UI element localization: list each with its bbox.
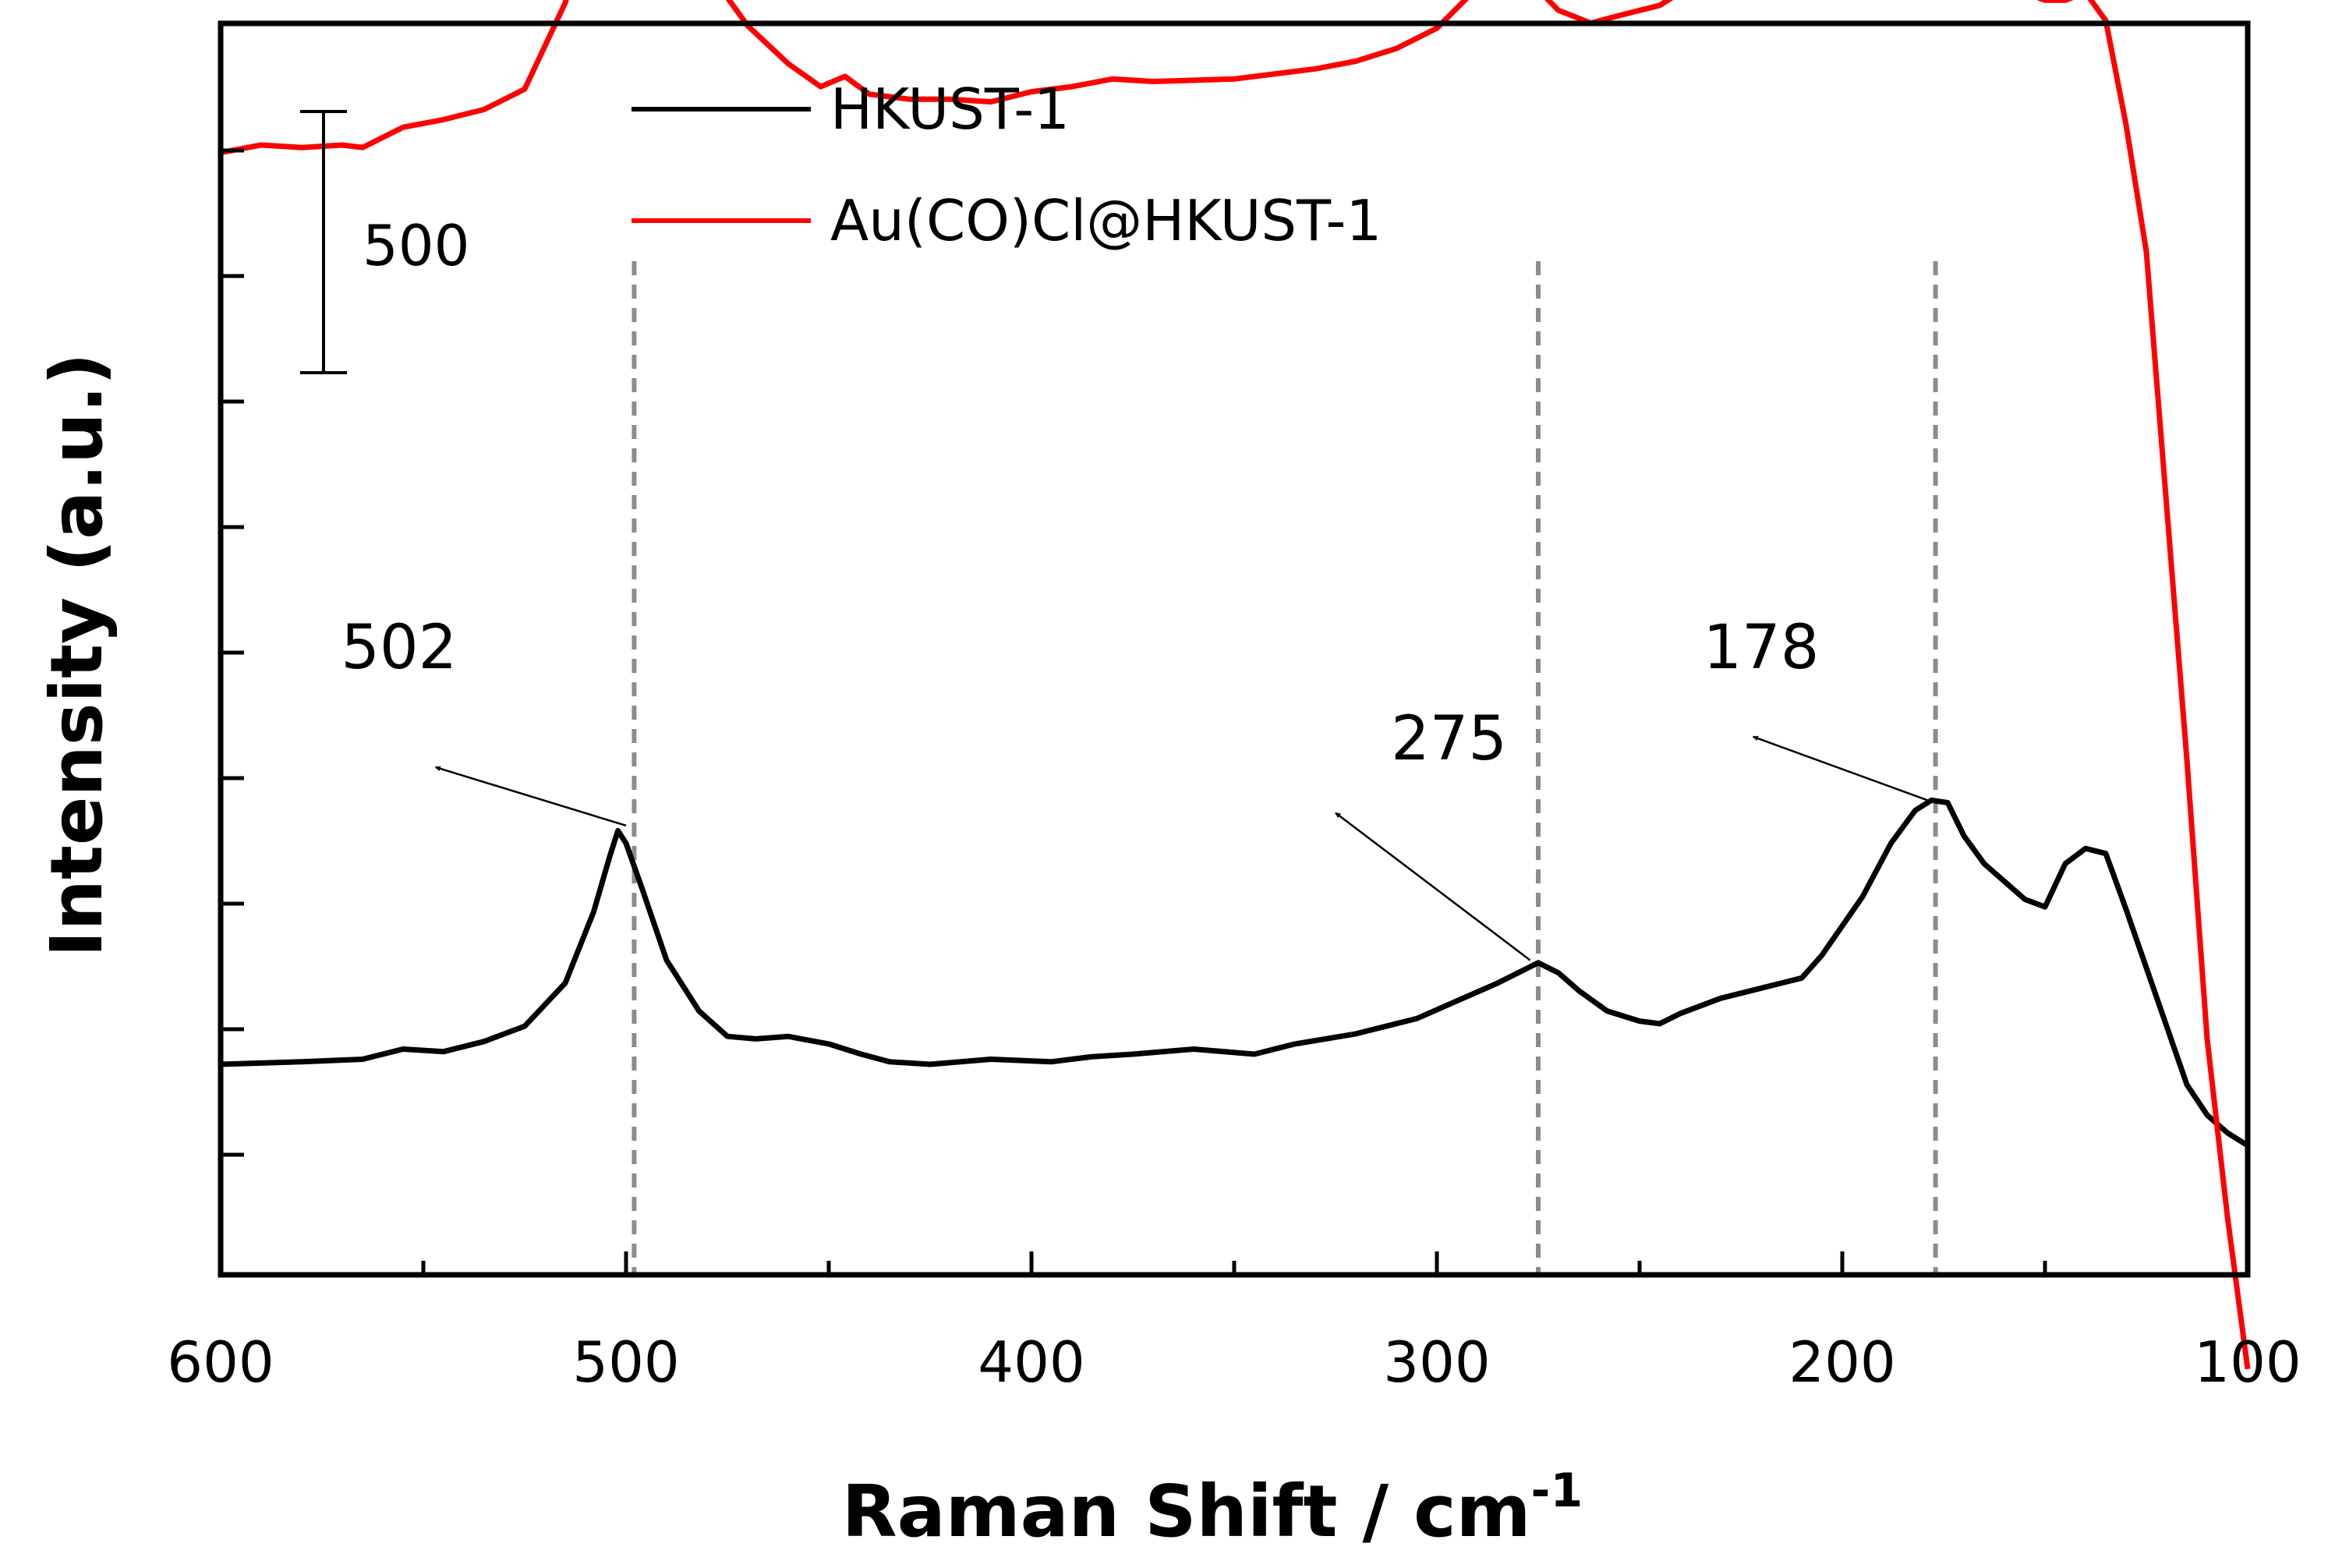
y-axis-title: Intensity (a.u.): [35, 352, 119, 957]
scale-bar-label: 500: [363, 213, 469, 278]
x-tick-label: 200: [1788, 1329, 1895, 1395]
annotation-label-178: 178: [1704, 613, 1820, 683]
x-tick-label: 400: [978, 1329, 1084, 1395]
legend: HKUST-1 Au(CO)Cl@HKUST-1: [632, 76, 1382, 253]
x-axis-ticks: 600 500 400 300 200 100: [167, 1251, 2301, 1395]
peak-reference-lines: [632, 261, 1938, 1275]
annotation-arrow-502: [434, 766, 627, 827]
annotation-arrow-178: [1752, 735, 1928, 802]
series-layer: [220, 0, 2251, 1370]
series-line-hkust-1: [220, 797, 2249, 1149]
y-axis-ticks: [221, 148, 244, 1157]
annotation-label-275: 275: [1391, 704, 1507, 774]
peak-annotations: 502275178283193: [341, 613, 1928, 961]
x-tick-label: 600: [167, 1329, 274, 1395]
scale-bar: 500: [300, 110, 469, 374]
x-tick-label: 100: [2194, 1329, 2301, 1395]
x-axis-title-text: Raman Shift / cm: [842, 1470, 1531, 1553]
x-axis-title: Raman Shift / cm-1: [842, 1464, 1583, 1553]
x-tick-label: 300: [1383, 1329, 1490, 1395]
x-tick-label: 500: [572, 1329, 679, 1395]
legend-label-au-co-cl-hkust-1: Au(CO)Cl@HKUST-1: [830, 188, 1382, 253]
legend-label-hkust-1: HKUST-1: [830, 76, 1070, 142]
series-line-au-co-cl-hkust-1: [220, 0, 2251, 1370]
x-axis-title-superscript: -1: [1531, 1464, 1583, 1518]
annotation-arrow-275: [1335, 812, 1531, 961]
annotation-label-502: 502: [341, 613, 457, 683]
